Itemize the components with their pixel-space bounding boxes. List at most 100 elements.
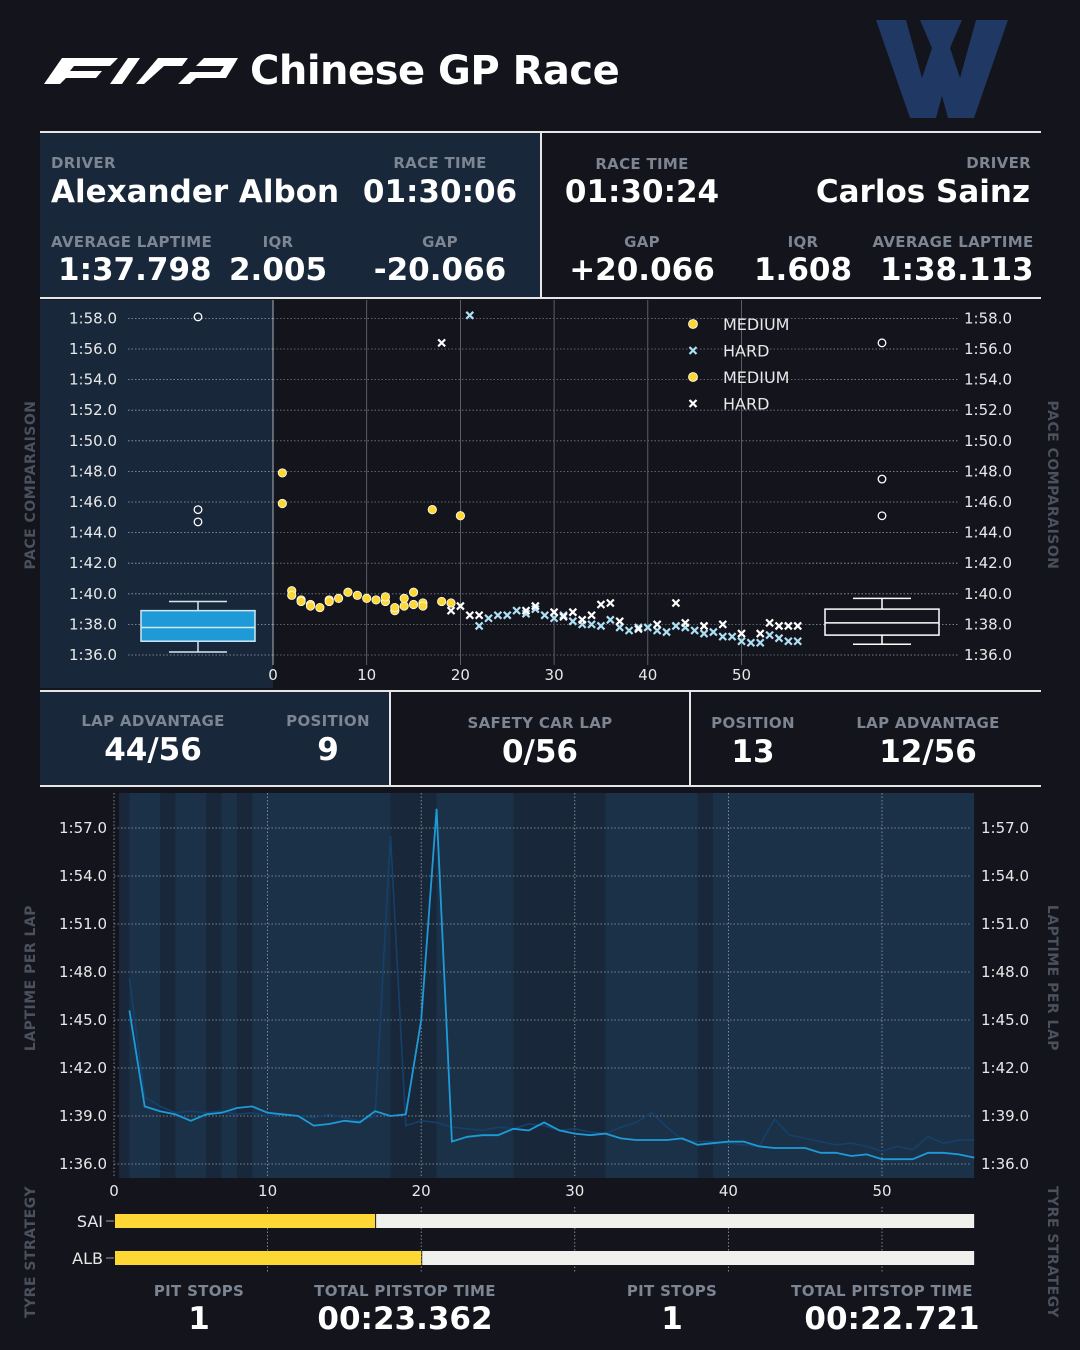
driver-label: ALB — [72, 1249, 103, 1268]
pace-comparison-chart: 1:36.0 1:36.0 1:38.0 1:38.0 1:40.0 1:40.0 1:42… — [40, 300, 1012, 688]
y-tick-label: 1:42.0 — [59, 1059, 107, 1077]
legend-label: MEDIUM — [723, 315, 789, 334]
sainz-race-time-label: RACE TIME — [595, 155, 689, 173]
sainz-iqr-label: IQR — [787, 233, 819, 251]
y-tick-label: 1:39.0 — [59, 1107, 107, 1125]
data-point-medium — [408, 587, 419, 597]
albon-pit-stops-label: PIT STOPS — [153, 1282, 245, 1300]
y-tick-label: 1:46.0 — [69, 493, 117, 511]
y-tick-label: 1:57.0 — [981, 819, 1029, 837]
data-point-hard — [634, 624, 643, 634]
data-point-hard — [774, 633, 784, 643]
data-point-hard — [568, 607, 578, 617]
x-tick-label: 50 — [872, 1182, 891, 1200]
albon-stats-panel — [40, 133, 540, 298]
albon-total-pit-time-label: TOTAL PITSTOP TIME — [314, 1282, 496, 1300]
data-point-hard — [521, 609, 531, 618]
albon-race-stats-panel — [40, 692, 389, 785]
y-tick-label: 1:48.0 — [981, 963, 1029, 981]
y-tick-label: 1:48.0 — [59, 963, 107, 981]
y-tick-label: 1:46.0 — [964, 493, 1012, 511]
data-point-hard — [531, 601, 540, 611]
data-point-hard — [765, 630, 774, 640]
data-point-hard — [456, 601, 465, 611]
data-point-hard — [446, 606, 456, 615]
x-tick-label: 30 — [545, 666, 564, 684]
albon-position-label: POSITION — [286, 712, 370, 730]
y-tick-label: 1:36.0 — [964, 646, 1012, 664]
safety-car-lap-label: SAFETY CAR LAP — [467, 714, 613, 732]
y-tick-label: 1:39.0 — [981, 1107, 1029, 1125]
data-point-hard — [746, 638, 756, 648]
data-point-hard — [784, 636, 793, 646]
y-tick-label: 1:42.0 — [981, 1059, 1029, 1077]
divider — [40, 690, 1041, 692]
data-point-hard — [793, 636, 802, 646]
data-point-hard — [699, 621, 709, 631]
legend-label: HARD — [723, 342, 769, 361]
albon-lap-advantage-label: LAP ADVANTAGE — [81, 712, 225, 730]
data-point-hard — [671, 598, 681, 608]
y-tick-label: 1:36.0 — [69, 646, 117, 664]
data-point-hard — [784, 621, 793, 631]
data-point-hard — [484, 614, 493, 623]
y-tick-label: 1:56.0 — [69, 340, 117, 358]
tyre-strategy-chart: SAI ALB — [72, 1207, 975, 1272]
data-point-hard — [727, 632, 737, 641]
albon-race-time: 01:30:06 — [362, 174, 518, 210]
f1-logo — [40, 52, 240, 88]
data-point-medium — [333, 593, 344, 603]
albon-driver-label: DRIVER — [51, 154, 116, 172]
data-point-hard — [606, 615, 615, 625]
data-point-hard — [474, 621, 484, 631]
y-tick-label: 1:44.0 — [69, 524, 117, 542]
y-tick-label: 1:36.0 — [59, 1155, 107, 1173]
y-tick-label: 1:50.0 — [964, 432, 1012, 450]
data-point-medium — [455, 511, 465, 521]
divider — [540, 133, 542, 298]
data-point-hard — [681, 618, 690, 628]
data-point-medium — [277, 498, 287, 509]
f1-logo-icon — [44, 58, 238, 84]
y-tick-label: 1:54.0 — [964, 371, 1012, 389]
data-point-hard — [718, 632, 728, 641]
data-point-hard — [465, 311, 475, 320]
x-tick-label: 40 — [638, 666, 657, 684]
albon-avg-laptime: 1:37.798 — [58, 252, 212, 288]
williams-w-icon — [876, 20, 1008, 118]
data-point-hard — [465, 610, 475, 620]
x-tick-label: 10 — [357, 666, 376, 684]
y-tick-label: 1:56.0 — [964, 340, 1012, 358]
x-tick-label: 0 — [268, 666, 278, 684]
data-point-hard — [437, 338, 446, 348]
data-point-hard — [709, 627, 718, 637]
lap-advantage-band — [221, 793, 237, 1178]
y-tick-label: 1:42.0 — [964, 554, 1012, 572]
data-point-hard — [755, 629, 765, 638]
y-tick-label: 1:36.0 — [981, 1155, 1029, 1173]
albon-laptime-line — [128, 808, 975, 1161]
sainz-total-pit-time-label: TOTAL PITSTOP TIME — [791, 1282, 973, 1300]
data-point-hard — [549, 607, 559, 617]
y-tick-label: 1:45.0 — [981, 1011, 1029, 1029]
x-tick-label: 30 — [565, 1182, 584, 1200]
data-point-hard — [559, 612, 568, 622]
x-tick-label: 20 — [451, 666, 470, 684]
pace-comparison-label-right: PACE COMPARAISON — [1044, 400, 1060, 570]
y-tick-label: 1:58.0 — [69, 309, 117, 327]
sainz-pit-stops-label: PIT STOPS — [626, 1282, 718, 1300]
albon-iqr: 2.005 — [228, 252, 328, 288]
boxplot-box — [140, 609, 256, 642]
legend-marker — [688, 346, 698, 355]
data-point-hard — [587, 610, 596, 620]
albon-pit-stops: 1 — [188, 1301, 210, 1337]
sainz-gap-label: GAP — [624, 233, 660, 251]
page-title: Chinese GP Race — [250, 48, 620, 94]
albon-driver-name: Alexander Albon — [51, 174, 340, 210]
albon-position: 9 — [317, 732, 339, 768]
y-tick-label: 1:40.0 — [69, 585, 117, 603]
boxplot-outlier — [193, 517, 203, 527]
data-point-medium — [305, 601, 316, 611]
data-point-medium — [399, 593, 409, 603]
lap-advantage-band — [436, 793, 514, 1178]
